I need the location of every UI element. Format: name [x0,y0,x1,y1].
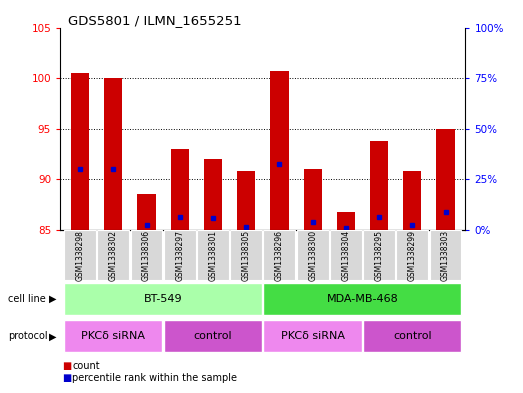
Text: GSM1338305: GSM1338305 [242,230,251,281]
FancyBboxPatch shape [97,230,129,281]
FancyBboxPatch shape [131,230,163,281]
Text: GSM1338304: GSM1338304 [342,230,350,281]
Text: GSM1338302: GSM1338302 [109,230,118,281]
Text: BT-549: BT-549 [144,294,183,304]
Text: count: count [72,361,100,371]
Text: MDA-MB-468: MDA-MB-468 [326,294,399,304]
Bar [303,169,322,230]
FancyBboxPatch shape [64,321,163,352]
FancyBboxPatch shape [164,230,196,281]
Text: PKCδ siRNA: PKCδ siRNA [281,331,345,342]
Text: cell line: cell line [8,294,46,304]
Bar [337,212,355,230]
Text: GSM1338300: GSM1338300 [308,230,317,281]
Text: GSM1338301: GSM1338301 [209,230,218,281]
Text: GSM1338303: GSM1338303 [441,230,450,281]
Text: protocol: protocol [8,331,48,342]
Text: GSM1338296: GSM1338296 [275,230,284,281]
Bar [370,141,388,230]
Bar [104,78,122,230]
Bar [436,129,454,230]
Text: GSM1338299: GSM1338299 [408,230,417,281]
Text: control: control [393,331,431,342]
Text: ■: ■ [62,373,71,383]
Bar [170,149,189,230]
FancyBboxPatch shape [330,230,362,281]
FancyBboxPatch shape [363,321,461,352]
Text: ▶: ▶ [49,294,56,304]
FancyBboxPatch shape [297,230,328,281]
Bar [270,71,289,230]
Text: GSM1338306: GSM1338306 [142,230,151,281]
FancyBboxPatch shape [197,230,229,281]
Bar [71,73,89,230]
Text: ▶: ▶ [49,331,56,342]
Bar [138,195,156,230]
Text: GSM1338297: GSM1338297 [175,230,184,281]
Text: GSM1338295: GSM1338295 [374,230,383,281]
FancyBboxPatch shape [264,283,461,315]
FancyBboxPatch shape [64,230,96,281]
Text: ■: ■ [62,361,71,371]
Text: control: control [194,331,232,342]
Bar [204,159,222,230]
Text: PKCδ siRNA: PKCδ siRNA [81,331,145,342]
FancyBboxPatch shape [363,230,395,281]
Text: GDS5801 / ILMN_1655251: GDS5801 / ILMN_1655251 [68,14,242,27]
FancyBboxPatch shape [429,230,461,281]
Text: GSM1338298: GSM1338298 [76,230,85,281]
Text: percentile rank within the sample: percentile rank within the sample [72,373,237,383]
FancyBboxPatch shape [396,230,428,281]
FancyBboxPatch shape [230,230,262,281]
Bar [237,171,255,230]
Bar [403,171,422,230]
FancyBboxPatch shape [264,230,295,281]
FancyBboxPatch shape [164,321,262,352]
FancyBboxPatch shape [264,321,362,352]
FancyBboxPatch shape [64,283,262,315]
